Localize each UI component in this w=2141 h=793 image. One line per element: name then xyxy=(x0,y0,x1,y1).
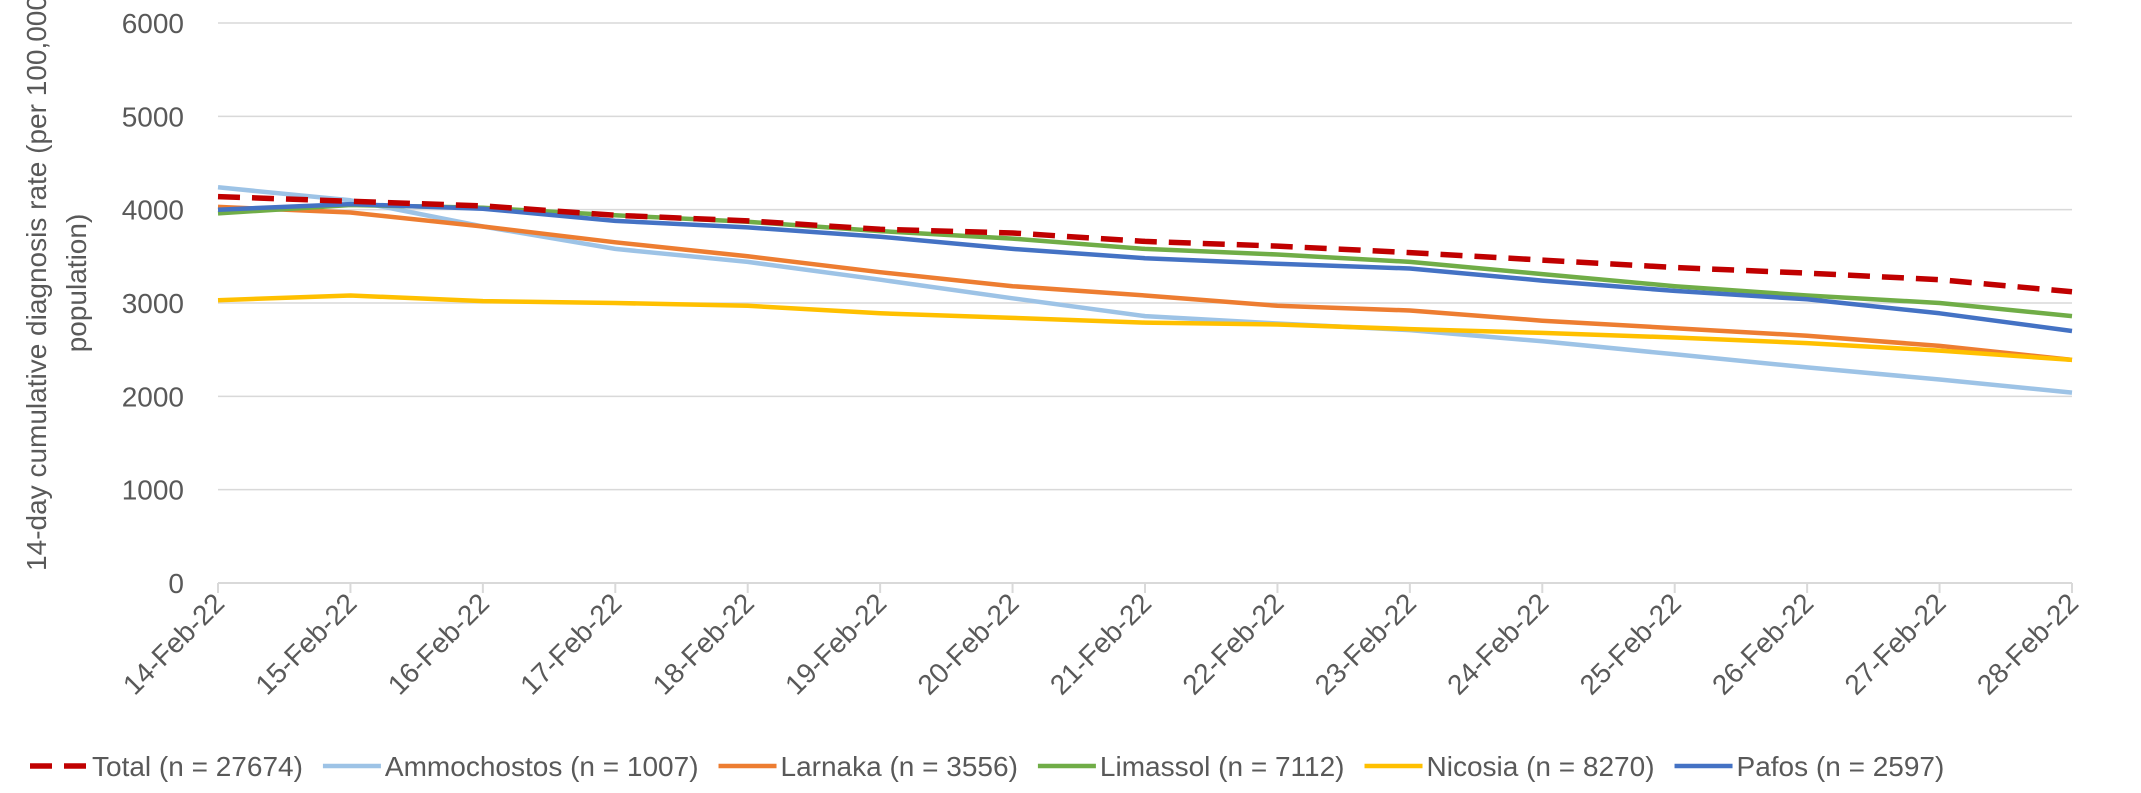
x-tick-label: 17-Feb-22 xyxy=(514,587,627,700)
series-line-total xyxy=(217,193,2073,295)
legend-label-pafos: Pafos (n = 2597) xyxy=(1737,751,1945,782)
legend-label-nicosia: Nicosia (n = 8270) xyxy=(1427,751,1655,782)
y-tick-label: 4000 xyxy=(122,195,184,226)
x-tick-label: 24-Feb-22 xyxy=(1441,587,1554,700)
y-tick-label: 3000 xyxy=(122,288,184,319)
y-tick-label: 6000 xyxy=(122,8,184,39)
series-lines xyxy=(217,185,2073,395)
x-axis: 14-Feb-22 15-Feb-22 16-Feb-22 17-Feb-22 18-F… xyxy=(117,582,2084,701)
legend-label-limassol: Limassol (n = 7112) xyxy=(1100,751,1345,782)
y-axis-ticks: 0 1000 2000 3000 4000 5000 6000 xyxy=(122,8,184,599)
x-tick-label: 23-Feb-22 xyxy=(1309,587,1422,700)
legend-label-larnaka: Larnaka (n = 3556) xyxy=(781,751,1018,782)
x-tick-label: 14-Feb-22 xyxy=(117,587,230,700)
y-tick-label: 5000 xyxy=(122,101,184,132)
x-tick-label: 27-Feb-22 xyxy=(1839,587,1952,700)
series-line-ammochostos xyxy=(217,185,2073,395)
x-tick-label: 16-Feb-22 xyxy=(382,587,495,700)
legend-label-total: Total (n = 27674) xyxy=(92,751,303,782)
x-tick-label: 15-Feb-22 xyxy=(249,587,362,700)
x-tick-label: 28-Feb-22 xyxy=(1971,587,2084,700)
legend-label-ammochostos: Ammochostos (n = 1007) xyxy=(385,751,699,782)
y-tick-label: 1000 xyxy=(122,475,184,506)
x-tick-label: 22-Feb-22 xyxy=(1176,587,1289,700)
y-axis-label: 14-day cumulative diagnosis rate (per 10… xyxy=(21,0,92,571)
series-line-pafos xyxy=(217,201,2073,334)
legend: Total (n = 27674) Ammochostos (n = 1007) L… xyxy=(30,751,1944,782)
series-line-nicosia xyxy=(217,293,2073,363)
x-tick-label: 19-Feb-22 xyxy=(779,587,892,700)
y-tick-label: 2000 xyxy=(122,381,184,412)
x-tick-label: 21-Feb-22 xyxy=(1044,587,1157,700)
x-tick-label: 25-Feb-22 xyxy=(1574,587,1687,700)
series-line-larnaka xyxy=(217,204,2073,363)
y-tick-label: 0 xyxy=(168,568,184,599)
x-tick-label: 20-Feb-22 xyxy=(912,587,1025,700)
y-axis-label-line: population) xyxy=(61,214,92,353)
x-tick-label: 26-Feb-22 xyxy=(1706,587,1819,700)
x-tick-label: 18-Feb-22 xyxy=(647,587,760,700)
y-axis-label-line: 14-day cumulative diagnosis rate (per 10… xyxy=(21,0,52,571)
